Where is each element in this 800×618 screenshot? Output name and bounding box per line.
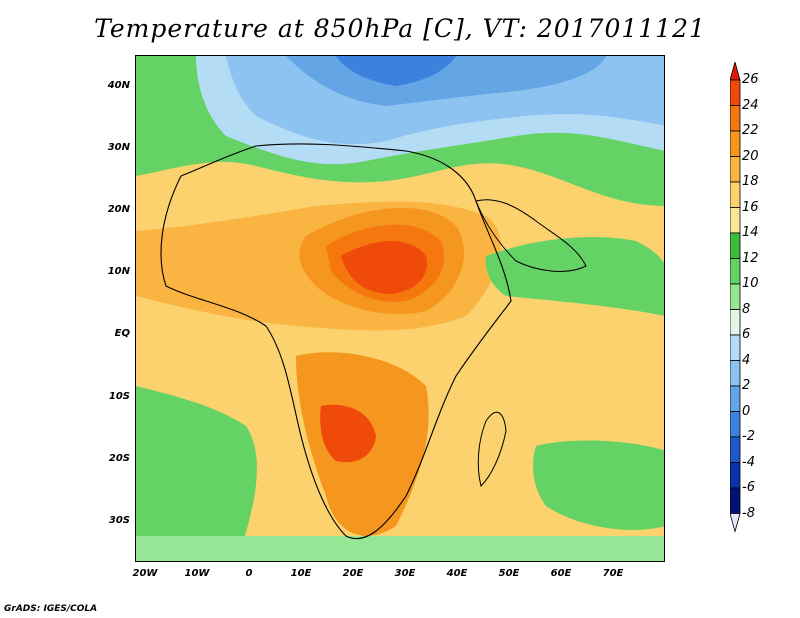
- colorbar-label: 20: [742, 148, 759, 164]
- colorbar-label: 14: [742, 225, 759, 240]
- temperature-map: [135, 55, 665, 562]
- chart-title: Temperature at 850hPa [C], VT: 201701112…: [94, 14, 706, 43]
- field-red-core: [341, 241, 427, 294]
- colorbar-top-arrow: [730, 62, 741, 81]
- field-green-southeast: [533, 440, 664, 530]
- colorbar-swatch: [730, 334, 741, 361]
- colorbar-swatch: [730, 385, 741, 412]
- lat-label: 10N: [107, 266, 130, 277]
- lon-label: 20W: [132, 568, 158, 579]
- colorbar-swatch: [730, 207, 741, 234]
- colorbar-swatch: [730, 232, 741, 259]
- colorbar-label: 18: [742, 174, 759, 189]
- colorbar-label: 0: [742, 403, 751, 419]
- colorbar-label: 26: [742, 72, 759, 87]
- credit-text: GrADS: IGES/COLA: [4, 604, 98, 614]
- colorbar-label: 10: [742, 276, 759, 291]
- colorbar-label: -8: [742, 505, 755, 521]
- colorbar-swatch: [730, 436, 741, 463]
- lon-label: 70E: [602, 568, 624, 579]
- field-green-arabian-sea: [485, 237, 664, 316]
- colorbar-label: 2: [742, 378, 751, 393]
- colorbar-swatch: [730, 79, 741, 106]
- colorbar-swatch: [730, 309, 741, 336]
- lon-label: 30E: [394, 568, 416, 579]
- colorbar-label: 6: [742, 327, 751, 342]
- colorbar-label: 16: [742, 199, 759, 215]
- colorbar-swatch: [730, 181, 741, 208]
- lon-label: 0: [245, 568, 253, 579]
- lon-label: 20E: [342, 568, 364, 579]
- map-canvas: [136, 56, 664, 561]
- colorbar-label: 24: [742, 97, 759, 113]
- colorbar-label: 8: [742, 301, 751, 317]
- field-green-south-edge: [136, 536, 664, 561]
- lat-label: EQ: [114, 328, 130, 339]
- colorbar-label: 4: [742, 352, 751, 368]
- field-green-southwest: [136, 386, 257, 561]
- colorbar-label: -2: [742, 429, 755, 444]
- field-darkblue-north: [336, 56, 456, 86]
- colorbar-swatch: [730, 130, 741, 157]
- colorbar-swatch: [730, 258, 741, 285]
- colorbar-swatch: [730, 283, 741, 310]
- lon-label: 10E: [290, 568, 312, 579]
- lat-label: 20S: [108, 453, 130, 464]
- colorbar: [730, 62, 741, 533]
- lat-label: 40N: [107, 80, 130, 91]
- lat-label: 20N: [107, 204, 130, 215]
- arabia-outline: [475, 199, 587, 272]
- colorbar-bottom-arrow: [730, 513, 741, 533]
- colorbar-label: 22: [742, 123, 759, 138]
- colorbar-swatch: [730, 360, 741, 387]
- lat-label: 10S: [108, 391, 130, 402]
- field-red-south: [320, 404, 376, 463]
- colorbar-swatch: [730, 487, 741, 514]
- colorbar-swatch: [730, 105, 741, 132]
- colorbar-label: 12: [742, 250, 759, 266]
- lon-label: 10W: [184, 568, 210, 579]
- colorbar-label: -4: [742, 454, 755, 470]
- lat-label: 30N: [107, 142, 130, 153]
- colorbar-swatch: [730, 411, 741, 438]
- colorbar-swatch: [730, 156, 741, 183]
- madagascar-outline: [477, 411, 507, 487]
- lon-label: 50E: [498, 568, 520, 579]
- lon-label: 60E: [550, 568, 572, 579]
- africa-outline: [160, 143, 512, 540]
- colorbar-label: -6: [742, 480, 755, 495]
- lat-label: 30S: [108, 515, 130, 526]
- lon-label: 40E: [446, 568, 468, 579]
- colorbar-swatch: [730, 462, 741, 489]
